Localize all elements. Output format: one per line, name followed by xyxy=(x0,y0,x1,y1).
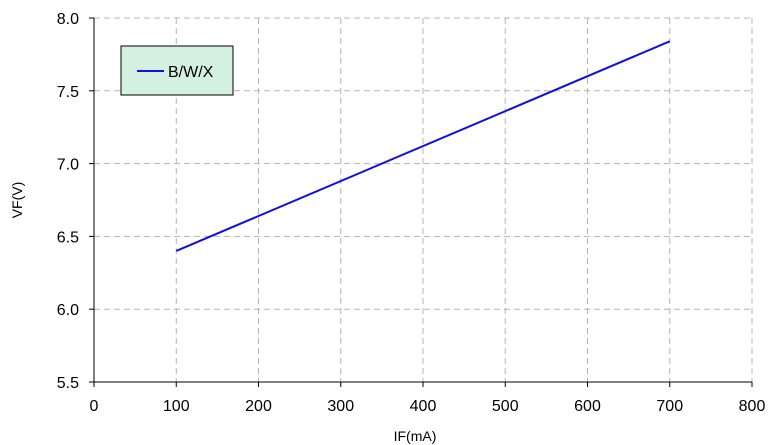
axes xyxy=(89,17,753,387)
y-tick-label: 5.5 xyxy=(57,375,79,392)
y-tick-label: 7.0 xyxy=(57,157,79,174)
legend-label: B/W/X xyxy=(168,64,214,81)
series-line xyxy=(175,40,671,252)
y-tick-label: 8.0 xyxy=(57,11,79,28)
y-tick-label: 6.0 xyxy=(57,302,79,319)
x-tick-label: 600 xyxy=(574,398,601,415)
x-tick-label: 500 xyxy=(492,398,519,415)
grid xyxy=(94,17,753,382)
x-tick-label: 200 xyxy=(245,398,272,415)
legend: B/W/X xyxy=(120,45,234,96)
y-tick-label: 6.5 xyxy=(57,229,79,246)
y-tick-label: 7.5 xyxy=(57,84,79,101)
x-axis-label: IF(mA) xyxy=(394,428,437,444)
x-tick-label: 300 xyxy=(327,398,354,415)
series-layer xyxy=(175,40,671,252)
y-axis-label: VF(V) xyxy=(9,182,25,219)
x-tick-label: 100 xyxy=(163,398,190,415)
x-tick-label: 400 xyxy=(410,398,437,415)
tick-labels: 0 100 200 300 400 500 600 700 800 5.5 6.0 6.5 7.0 7.5… xyxy=(57,11,766,415)
x-tick-label: 700 xyxy=(656,398,683,415)
x-tick-label: 0 xyxy=(90,398,99,415)
x-tick-label: 800 xyxy=(739,398,766,415)
